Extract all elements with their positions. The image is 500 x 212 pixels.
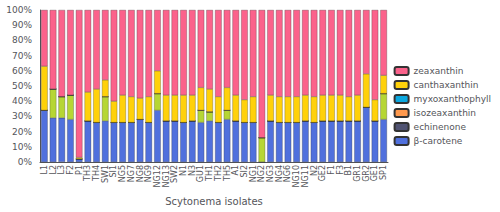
- svg-text:20%: 20%: [12, 127, 32, 137]
- svg-text:zeaxanthin: zeaxanthin: [414, 66, 464, 76]
- svg-text:isozeaxanthin: isozeaxanthin: [414, 108, 476, 118]
- svg-text:B1: B1: [344, 165, 353, 176]
- svg-text:GR2: GR2: [362, 165, 371, 182]
- svg-text:SI2: SI2: [240, 165, 249, 178]
- svg-text:SW1: SW1: [101, 165, 110, 183]
- svg-text:NG13: NG13: [162, 165, 171, 187]
- svg-text:GU1: GU1: [196, 165, 205, 182]
- svg-text:90%: 90%: [12, 20, 32, 30]
- svg-text:NG1: NG1: [249, 165, 258, 182]
- svg-text:NG4: NG4: [275, 165, 284, 182]
- svg-text:SI1: SI1: [109, 165, 118, 178]
- svg-text:NG3: NG3: [266, 165, 275, 182]
- svg-text:F1: F1: [327, 165, 336, 175]
- svg-text:TH1: TH1: [205, 165, 214, 182]
- svg-text:GE1: GE1: [370, 165, 379, 181]
- svg-text:NG9: NG9: [144, 165, 153, 182]
- svg-text:SP1: SP1: [379, 165, 388, 180]
- svg-text:TH3: TH3: [83, 165, 92, 182]
- svg-text:myxoxanthophyll: myxoxanthophyll: [414, 94, 491, 104]
- svg-text:NG12: NG12: [153, 165, 162, 187]
- svg-text:NG6: NG6: [283, 165, 292, 182]
- svg-text:P1: P1: [75, 165, 84, 175]
- svg-text:40%: 40%: [12, 96, 32, 106]
- svg-text:NG7: NG7: [127, 165, 136, 182]
- svg-text:GR1: GR1: [353, 165, 362, 182]
- svg-text:NG11: NG11: [301, 165, 310, 187]
- svg-text:A1: A1: [231, 165, 240, 176]
- svg-text:50%: 50%: [12, 81, 32, 91]
- svg-text:F2: F2: [66, 165, 75, 175]
- svg-text:β-carotene: β-carotene: [414, 136, 463, 146]
- svg-text:GE2: GE2: [318, 165, 327, 181]
- svg-text:N1: N1: [179, 165, 188, 176]
- svg-text:NG5: NG5: [118, 165, 127, 182]
- svg-text:L1: L1: [40, 165, 49, 175]
- svg-text:canthaxanthin: canthaxanthin: [414, 80, 479, 90]
- svg-text:F3: F3: [336, 165, 345, 175]
- svg-text:0%: 0%: [18, 157, 33, 167]
- svg-text:NG2: NG2: [257, 165, 266, 182]
- svg-text:NG10: NG10: [292, 165, 301, 187]
- svg-text:NG8: NG8: [136, 165, 145, 182]
- svg-text:SW2: SW2: [170, 165, 179, 183]
- svg-text:Scytonema isolates: Scytonema isolates: [165, 196, 263, 207]
- svg-text:10%: 10%: [12, 142, 32, 152]
- svg-text:L2: L2: [49, 165, 58, 175]
- svg-text:TH2: TH2: [214, 165, 223, 182]
- svg-text:60%: 60%: [12, 66, 32, 76]
- svg-text:100%: 100%: [6, 5, 32, 15]
- svg-text:80%: 80%: [12, 35, 32, 45]
- svg-text:N3: N3: [188, 165, 197, 176]
- svg-text:TH4: TH4: [92, 165, 101, 182]
- svg-text:70%: 70%: [12, 51, 32, 61]
- svg-text:30%: 30%: [12, 111, 32, 121]
- svg-text:L3: L3: [57, 165, 66, 175]
- svg-text:N2: N2: [310, 165, 319, 176]
- svg-text:TH5: TH5: [223, 165, 232, 182]
- svg-text:echinenone: echinenone: [414, 122, 467, 132]
